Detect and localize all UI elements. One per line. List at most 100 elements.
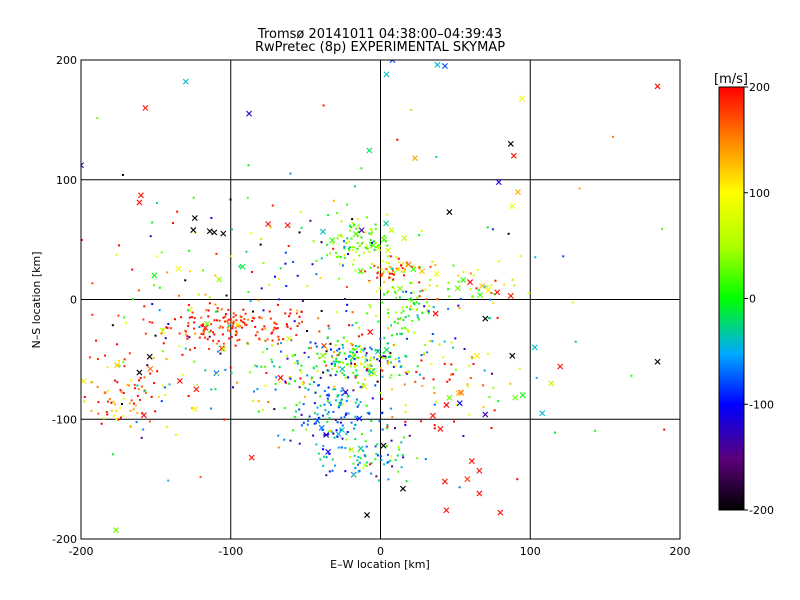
data-point bbox=[369, 463, 372, 466]
data-point bbox=[375, 290, 378, 293]
data-point-cross bbox=[476, 490, 483, 497]
data-point bbox=[254, 364, 257, 367]
data-point bbox=[312, 434, 315, 437]
data-point bbox=[358, 326, 361, 329]
data-point bbox=[389, 459, 392, 462]
data-point bbox=[359, 345, 362, 348]
data-point bbox=[452, 264, 455, 267]
data-point-cross bbox=[479, 282, 486, 289]
data-point bbox=[434, 264, 437, 267]
data-point bbox=[487, 352, 490, 355]
data-point bbox=[446, 380, 449, 383]
data-point bbox=[382, 356, 385, 359]
data-point bbox=[104, 391, 107, 394]
data-point bbox=[259, 243, 262, 246]
data-point bbox=[91, 313, 94, 316]
data-point bbox=[401, 453, 404, 456]
data-point bbox=[189, 309, 192, 312]
data-point bbox=[365, 404, 368, 407]
data-point bbox=[338, 263, 341, 266]
data-point bbox=[322, 444, 325, 447]
data-point bbox=[243, 321, 246, 324]
data-point bbox=[418, 266, 421, 269]
data-point bbox=[331, 458, 334, 461]
data-point-cross bbox=[512, 394, 519, 401]
data-point bbox=[125, 321, 128, 324]
data-point bbox=[149, 235, 152, 238]
data-point-cross bbox=[211, 229, 218, 236]
data-point bbox=[391, 269, 394, 272]
data-point bbox=[349, 455, 352, 458]
data-point bbox=[186, 335, 189, 338]
data-point bbox=[146, 364, 149, 367]
data-point bbox=[376, 380, 379, 383]
data-point bbox=[452, 346, 455, 349]
data-point bbox=[314, 391, 317, 394]
data-point bbox=[218, 326, 221, 329]
data-point bbox=[210, 388, 213, 391]
data-point-cross bbox=[114, 362, 121, 369]
data-point bbox=[366, 247, 369, 250]
data-point-cross bbox=[443, 507, 450, 514]
data-point bbox=[292, 429, 295, 432]
data-point bbox=[455, 404, 458, 407]
data-point bbox=[276, 342, 279, 345]
grid-lines bbox=[81, 60, 680, 539]
data-point bbox=[387, 478, 390, 481]
y-axis-label: N–S location [km] bbox=[30, 251, 43, 348]
data-point bbox=[443, 362, 446, 365]
data-point bbox=[230, 228, 233, 231]
data-point bbox=[354, 185, 357, 188]
data-point bbox=[369, 346, 372, 349]
data-point bbox=[162, 350, 165, 353]
data-point bbox=[380, 367, 383, 370]
data-point bbox=[130, 399, 133, 402]
data-point bbox=[343, 415, 346, 418]
data-point bbox=[208, 347, 211, 350]
data-point bbox=[194, 332, 197, 335]
data-point bbox=[260, 365, 263, 368]
data-point bbox=[220, 308, 223, 311]
data-point bbox=[347, 376, 350, 379]
data-point bbox=[184, 329, 187, 332]
data-point bbox=[180, 316, 183, 319]
data-point bbox=[81, 238, 83, 241]
data-point bbox=[390, 267, 393, 270]
data-point bbox=[292, 354, 295, 357]
data-point bbox=[366, 216, 369, 219]
data-point bbox=[360, 362, 363, 365]
data-point bbox=[288, 376, 291, 379]
data-point bbox=[435, 284, 438, 287]
data-point-cross bbox=[191, 215, 198, 222]
data-point bbox=[342, 240, 345, 243]
data-point bbox=[181, 353, 184, 356]
data-point bbox=[317, 416, 320, 419]
data-point bbox=[312, 240, 315, 243]
data-point bbox=[353, 474, 356, 477]
data-point bbox=[178, 294, 181, 297]
data-point bbox=[279, 267, 282, 270]
data-point bbox=[390, 455, 393, 458]
data-point bbox=[333, 199, 336, 202]
data-point bbox=[229, 330, 232, 333]
data-point bbox=[349, 448, 352, 451]
data-point-cross bbox=[497, 509, 504, 516]
data-point bbox=[202, 330, 205, 333]
data-point bbox=[111, 324, 114, 327]
data-point bbox=[241, 320, 244, 323]
data-point bbox=[346, 363, 349, 366]
colorbar-tick-label: 100 bbox=[749, 187, 770, 200]
data-point bbox=[371, 397, 374, 400]
data-point bbox=[300, 226, 303, 229]
data-point bbox=[398, 448, 401, 451]
data-point bbox=[317, 452, 320, 455]
data-point bbox=[327, 393, 330, 396]
data-point bbox=[358, 461, 361, 464]
data-point bbox=[492, 301, 495, 304]
data-point bbox=[374, 223, 377, 226]
data-point bbox=[254, 334, 257, 337]
data-point bbox=[330, 429, 333, 432]
data-point-cross bbox=[401, 235, 408, 242]
data-point bbox=[357, 356, 360, 359]
data-point bbox=[102, 417, 105, 420]
